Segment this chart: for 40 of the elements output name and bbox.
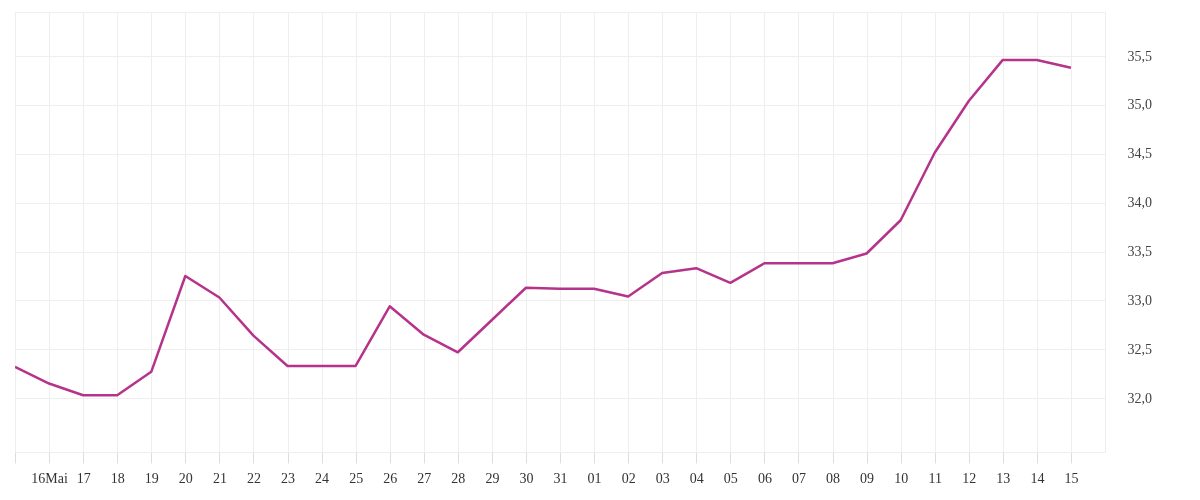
x-tick-label: 11 (928, 470, 942, 486)
x-tick-label: 05 (723, 470, 738, 486)
x-tick-label: 13 (996, 470, 1011, 486)
x-tick-label: 04 (689, 470, 704, 486)
y-tick-label: 33,0 (1127, 292, 1152, 308)
y-tick-label: 34,5 (1127, 146, 1152, 162)
x-tick-label: 22 (246, 470, 261, 486)
x-tick-label: 28 (451, 470, 466, 486)
x-tick-label: 27 (417, 470, 432, 486)
x-tick-label: 08 (826, 470, 840, 486)
x-tick-label: 25 (349, 470, 364, 486)
x-tick-label: 10 (894, 470, 909, 486)
x-tick-label: 06 (757, 470, 772, 486)
line-series (15, 58, 1073, 397)
x-tick-label: 21 (212, 470, 227, 486)
x-tick-label: 23 (281, 470, 295, 486)
x-tick-label: 03 (655, 470, 670, 486)
x-tick-label: 26 (383, 470, 398, 486)
x-tick-label: 09 (860, 470, 875, 486)
x-tick-label: 19 (144, 470, 159, 486)
x-tick-label: 07 (791, 470, 806, 486)
x-tick-label: 17 (76, 470, 91, 486)
x-tick-label: 18 (110, 470, 125, 486)
x-tick-label: 16Mai (31, 470, 68, 486)
x-tick-label: 02 (621, 470, 636, 486)
y-tick-label: 33,5 (1127, 244, 1152, 260)
y-tick-label: 35,5 (1127, 48, 1152, 64)
x-tick-label: 12 (962, 470, 977, 486)
x-tick-label: 20 (178, 470, 193, 486)
x-tick-label: 29 (485, 470, 500, 486)
y-tick-label: 34,0 (1127, 195, 1152, 211)
x-tick-label: 30 (519, 470, 534, 486)
y-tick-label: 32,5 (1127, 341, 1152, 357)
x-tick-label: 14 (1030, 470, 1045, 486)
x-tick-label: 31 (553, 470, 568, 486)
x-tick-label: 01 (587, 470, 602, 486)
x-tick-label: 24 (315, 470, 330, 486)
y-tick-label: 35,0 (1127, 97, 1152, 113)
x-tick-label: 15 (1064, 470, 1079, 486)
y-tick-label: 32,0 (1127, 390, 1152, 406)
